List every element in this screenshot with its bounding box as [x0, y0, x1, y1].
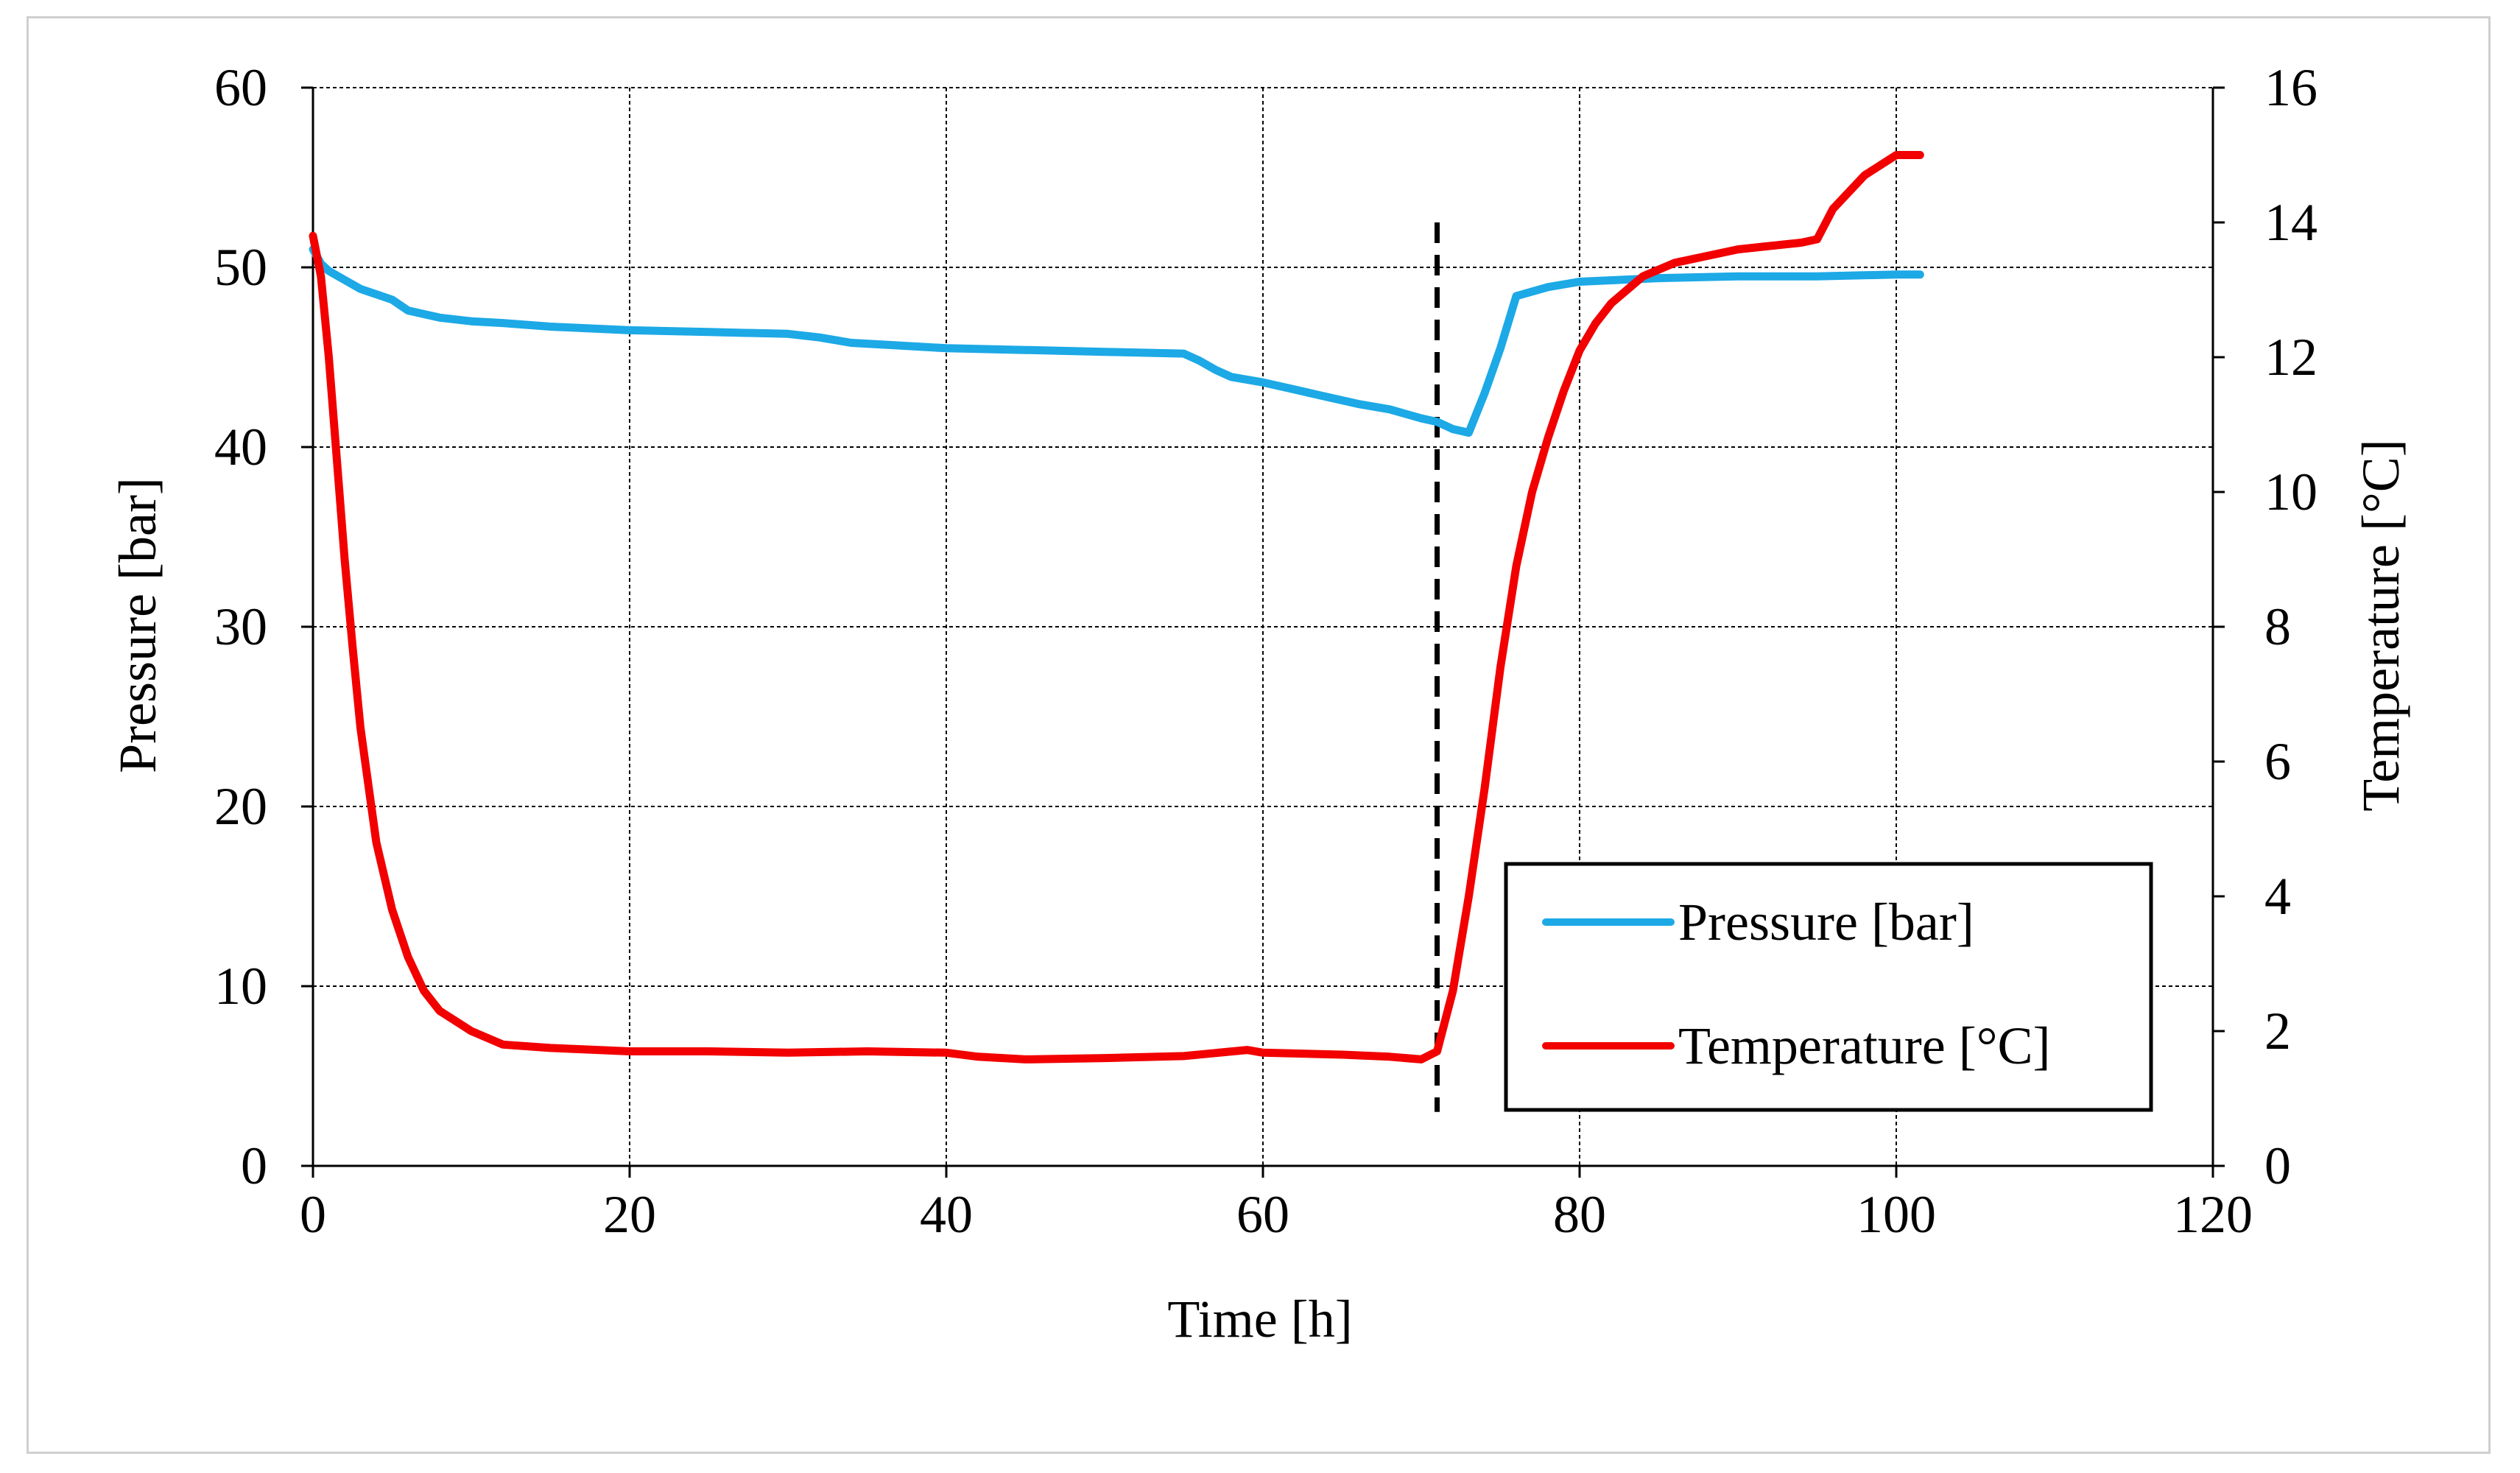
y-tick-label: 50: [214, 238, 267, 297]
x-tick-label: 100: [1856, 1185, 1936, 1244]
series-layer: [309, 151, 1924, 1064]
legend-label-pressure: Pressure [bar]: [1678, 893, 1974, 952]
y-tick-label: 30: [214, 597, 267, 656]
x-tick-label: 120: [2173, 1185, 2253, 1244]
x-tick-label: 60: [1236, 1185, 1289, 1244]
y-axis-title: Pressure [bar]: [108, 477, 167, 773]
legend: Pressure [bar] Temperature [°C]: [1504, 862, 2153, 1112]
y-tick-label: 60: [214, 58, 267, 117]
chart-frame: 0 20 40 60 80 100 120 0 10 20 30 40 50 60 0 2 4 6 8 10 12 14 1…: [27, 16, 2491, 1454]
y-tick-label: 10: [214, 957, 267, 1016]
legend-label-temperature: Temperature [°C]: [1678, 1016, 2051, 1075]
y2-tick-label: 2: [2264, 1002, 2291, 1061]
y2-tick-label: 8: [2264, 597, 2291, 656]
y2-tick-label: 6: [2264, 732, 2291, 791]
y2-axis-title: Temperature [°C]: [2351, 439, 2410, 812]
legend-box: [1504, 862, 2153, 1112]
x-tick-label: 80: [1553, 1185, 1606, 1244]
chart: 0 20 40 60 80 100 1200102030405060024681012141…: [108, 58, 2410, 1349]
y2-tick-label: 4: [2264, 867, 2291, 926]
y2-tick-label: 0: [2264, 1136, 2291, 1195]
y2-tick-label: 16: [2264, 58, 2317, 117]
temperature-series-line: [309, 151, 1924, 1064]
y2-tick-label: 12: [2264, 328, 2317, 387]
y-tick-label: 40: [214, 418, 267, 477]
x-axis-title: Time [h]: [1167, 1290, 1352, 1349]
pressure-series-line: [309, 245, 1924, 437]
ticks-layer: 0 20 40 60 80 100 1200102030405060024681012141…: [214, 58, 2317, 1244]
x-tick-label: 0: [300, 1185, 326, 1244]
y2-tick-label: 10: [2264, 463, 2317, 521]
x-tick-label: 20: [603, 1185, 656, 1244]
y-tick-label: 20: [214, 777, 267, 836]
y-tick-label: 0: [241, 1136, 267, 1195]
y2-tick-label: 14: [2264, 193, 2317, 252]
x-tick-label: 40: [920, 1185, 973, 1244]
